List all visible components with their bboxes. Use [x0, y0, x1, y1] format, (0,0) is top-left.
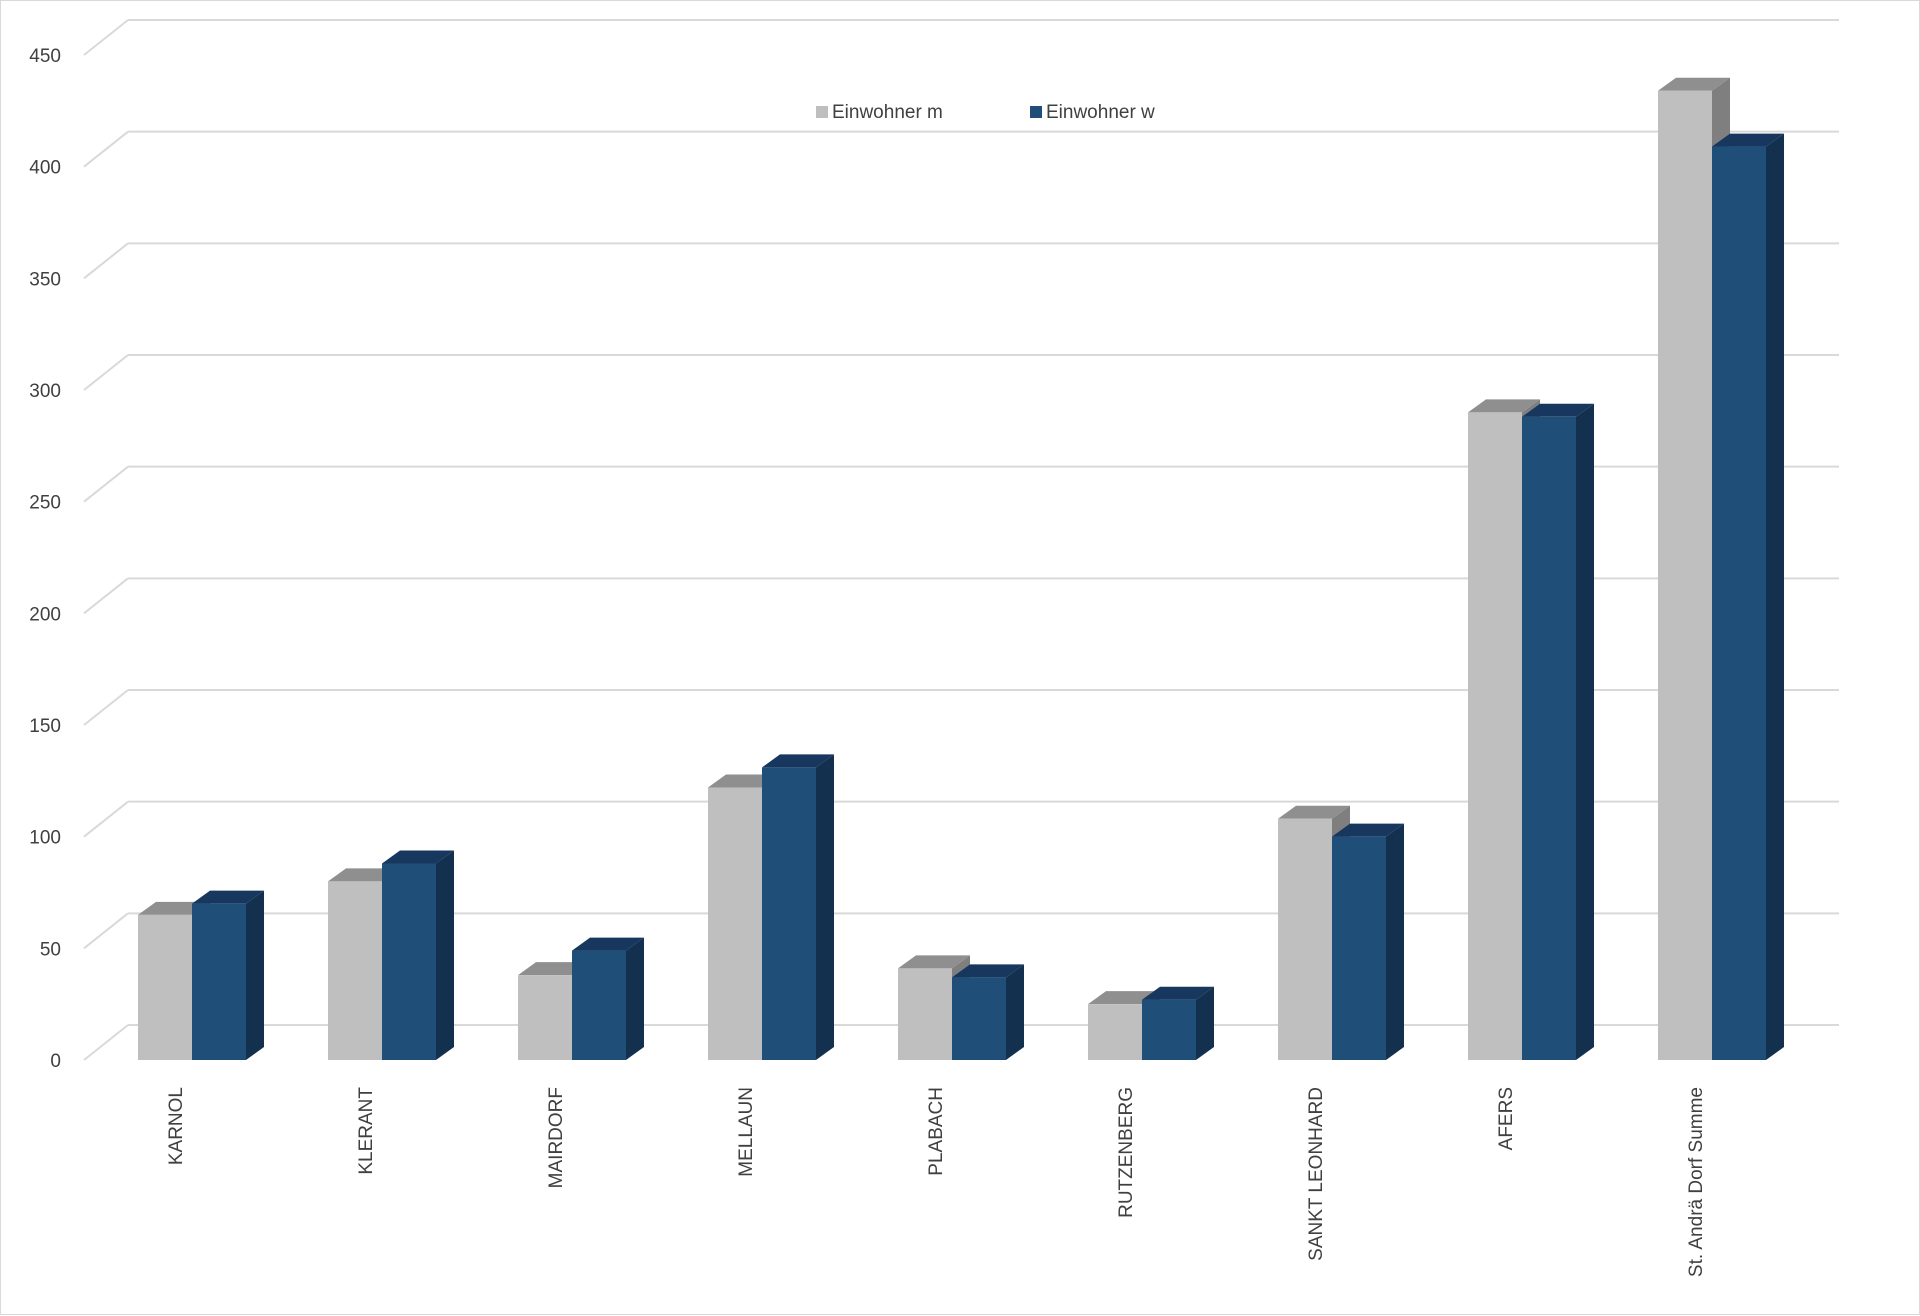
bar-side	[816, 754, 834, 1060]
bar-front	[572, 950, 626, 1060]
bar-einwohner-w-st-andra-dorf-summe	[1712, 133, 1784, 1061]
bar-einwohner-w-plabach	[952, 964, 1024, 1060]
gridline-diagonal-400	[83, 130, 129, 168]
bar-front	[1522, 416, 1576, 1060]
legend-swatch-einwohner-m	[816, 106, 828, 118]
gridline-diagonal-250	[83, 465, 129, 503]
bar-top	[1522, 403, 1594, 417]
bar-side	[1006, 964, 1024, 1060]
bar-front	[952, 977, 1006, 1060]
bar-einwohner-w-mellaun	[762, 754, 834, 1060]
x-tick-label-mellaun: MELLAUN	[736, 1087, 757, 1177]
bar-einwohner-w-rutzenberg	[1142, 986, 1214, 1060]
bar-top	[1712, 133, 1784, 147]
bar-front	[1278, 818, 1332, 1060]
bar-top	[572, 937, 644, 951]
x-tick-label-sankt-leonhard: SANKT LEONHARD	[1306, 1087, 1327, 1261]
bar-front	[382, 863, 436, 1060]
y-axis-ticks: 0 50 100 150 200 250 300 350 400 450	[29, 46, 61, 1072]
legend-label-einwohner-w: Einwohner w	[1046, 102, 1155, 123]
gridline-diagonal-450	[83, 19, 129, 56]
bar-front	[1658, 90, 1712, 1060]
gridline-diagonal-100	[83, 800, 129, 838]
gridline-diagonal-0	[83, 1024, 129, 1061]
gridline-diagonal-300	[83, 354, 129, 391]
bar-side	[1576, 403, 1594, 1060]
bar-front	[1468, 412, 1522, 1060]
y-tick-label-0: 0	[50, 1051, 61, 1072]
bar-einwohner-w-sankt-leonhard	[1332, 823, 1404, 1060]
bar-front	[898, 968, 952, 1060]
bar-front	[1088, 1004, 1142, 1060]
bar-front	[762, 767, 816, 1060]
bar-top	[382, 850, 454, 864]
x-tick-label-klerant: KLERANT	[356, 1087, 377, 1175]
gridline-diagonal-150	[83, 689, 129, 726]
bars	[138, 77, 1784, 1061]
bar-front	[708, 787, 762, 1060]
x-tick-label-afers: AFERS	[1496, 1087, 1517, 1150]
gridline-diagonal-200	[83, 577, 129, 615]
gridline-diagonal-350	[83, 242, 129, 280]
y-tick-label-450: 450	[29, 46, 61, 67]
bar-front	[1332, 836, 1386, 1060]
bar-front	[192, 903, 246, 1060]
bar-einwohner-w-mairdorf	[572, 937, 644, 1060]
bar-top	[952, 964, 1024, 978]
bar-side	[1196, 986, 1214, 1060]
y-tick-label-200: 200	[29, 604, 61, 625]
x-tick-label-st-andra-dorf-summe: St. Andrä Dorf Summe	[1686, 1087, 1707, 1277]
y-tick-label-400: 400	[29, 158, 61, 179]
bar-side	[626, 937, 644, 1060]
bar-front	[328, 881, 382, 1060]
bar-einwohner-w-afers	[1522, 403, 1594, 1060]
x-axis-ticks: KARNOL KLERANT MAIRDORF MELLAUN PLABACH RUTZE…	[166, 1087, 1707, 1277]
y-tick-label-50: 50	[40, 939, 61, 960]
bar-einwohner-w-klerant	[382, 850, 454, 1060]
legend: Einwohner m Einwohner w	[816, 102, 1155, 123]
gridline-diagonal-50	[83, 912, 129, 950]
bar-side	[1766, 133, 1784, 1061]
x-tick-label-plabach: PLABACH	[926, 1087, 947, 1176]
bar-top	[1278, 805, 1350, 819]
bar-top	[1468, 399, 1540, 413]
x-tick-label-mairdorf: MAIRDORF	[546, 1087, 567, 1188]
bar-top	[1658, 77, 1730, 91]
bar-top	[898, 955, 970, 969]
y-tick-label-300: 300	[29, 381, 61, 402]
bar-side	[246, 890, 264, 1060]
y-tick-label-100: 100	[29, 828, 61, 849]
bar-einwohner-w-karnol	[192, 890, 264, 1060]
y-tick-label-250: 250	[29, 493, 61, 514]
bar-front	[518, 975, 572, 1060]
y-tick-label-350: 350	[29, 269, 61, 290]
y-tick-label-150: 150	[29, 716, 61, 737]
bar-top	[762, 754, 834, 768]
bar-top	[1142, 986, 1214, 1000]
x-tick-label-karnol: KARNOL	[166, 1087, 187, 1165]
bar-side	[1386, 823, 1404, 1060]
x-tick-label-rutzenberg: RUTZENBERG	[1116, 1087, 1137, 1218]
bar-front	[1142, 999, 1196, 1060]
bar-top	[192, 890, 264, 904]
bar-side	[436, 850, 454, 1060]
bar-top	[1332, 823, 1404, 837]
legend-label-einwohner-m: Einwohner m	[832, 102, 943, 123]
bar-front	[1712, 146, 1766, 1061]
bar-front	[138, 914, 192, 1060]
legend-swatch-einwohner-w	[1030, 106, 1042, 118]
